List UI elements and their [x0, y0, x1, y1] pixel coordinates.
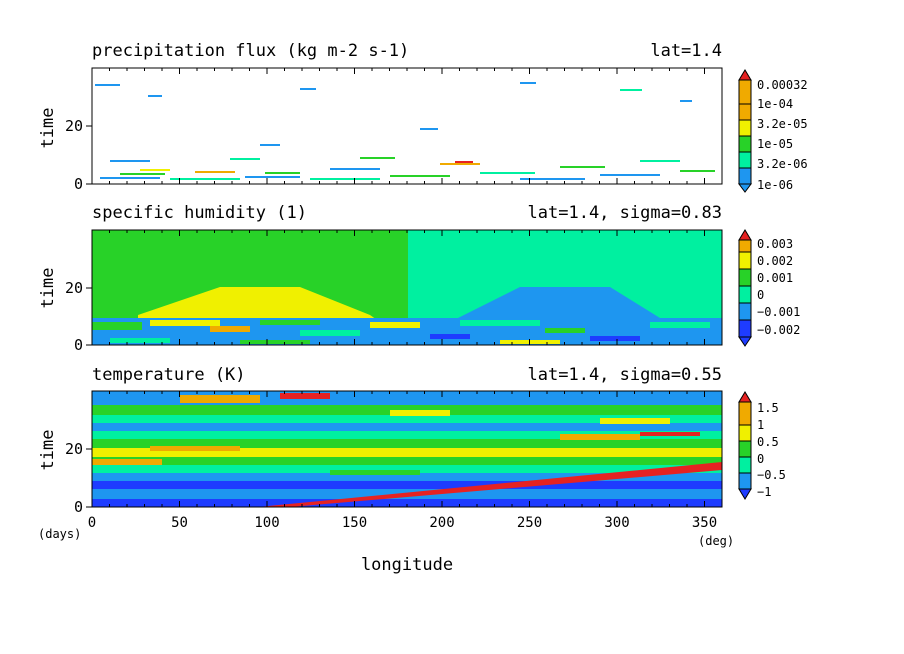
- panel-title: precipitation flux (kg m-2 s-1): [92, 41, 409, 61]
- colorbar-label: 0.003: [757, 237, 793, 251]
- colorbar-label: −0.001: [757, 305, 800, 319]
- colorbar-segment: [738, 302, 752, 321]
- colorbar-segment: [738, 285, 752, 304]
- y-axis-label: time: [38, 108, 58, 149]
- colorbar-segment: [738, 103, 752, 121]
- y-tick-label: 20: [65, 440, 83, 458]
- colorbar-end-low: [738, 488, 752, 500]
- colorbar-end-low: [738, 183, 752, 193]
- colorbar-segment: [738, 472, 752, 490]
- colorbar-label: 0: [757, 452, 764, 466]
- colorbar-segment: [738, 239, 752, 253]
- y-tick-label: 0: [74, 175, 83, 193]
- colorbar-label: 1e-05: [757, 137, 793, 151]
- panel-subtitle: lat=1.4, sigma=0.55: [528, 365, 722, 385]
- x-axis-label: longitude: [361, 555, 453, 575]
- x-unit-label: (deg): [698, 534, 734, 548]
- y-tick-label: 0: [74, 336, 83, 354]
- colorbar-segment: [738, 440, 752, 458]
- colorbar-segment: [738, 268, 752, 287]
- colorbar-label: 0.5: [757, 435, 779, 449]
- colorbar-end-high: [738, 229, 752, 241]
- humidity-field: [92, 230, 722, 345]
- panel-subtitle: lat=1.4: [650, 41, 722, 61]
- x-ticks: [91, 68, 723, 507]
- colorbar-segment: [738, 135, 752, 153]
- panel-title: specific humidity (1): [92, 203, 307, 223]
- colorbar-segment: [738, 251, 752, 270]
- colorbar-label: 1.5: [757, 401, 779, 415]
- x-tick-label: 150: [342, 515, 367, 531]
- x-tick-label: 200: [429, 515, 454, 531]
- colorbar-label: −0.002: [757, 323, 800, 337]
- colorbar-segment: [738, 424, 752, 442]
- temperature-field: [92, 391, 722, 507]
- colorbar-segment: [738, 319, 752, 338]
- y-tick-label: 0: [74, 498, 83, 516]
- colorbar-label: 3.2e-06: [757, 157, 808, 171]
- colorbar-segment: [738, 456, 752, 474]
- colorbar-label: −1: [757, 485, 771, 499]
- plot-background: [92, 68, 722, 184]
- x-tick-label: 0: [88, 515, 96, 531]
- colorbar-end-high: [738, 69, 752, 81]
- colorbar-segment: [738, 401, 752, 426]
- colorbar-label: 0.00032: [757, 78, 808, 92]
- y-axis-label: time: [38, 430, 58, 471]
- colorbar-end-low: [738, 336, 752, 347]
- colorbar-segment: [738, 167, 752, 185]
- colorbar: 1e-06 3.2e-06 1e-05 3.2e-05 1e-04 0.0003…: [738, 69, 808, 193]
- x-tick-label: 100: [254, 515, 279, 531]
- x-tick-label: 350: [692, 515, 717, 531]
- precip-field: [95, 82, 715, 180]
- x-tick-label: 300: [604, 515, 629, 531]
- colorbar-label: 0.002: [757, 254, 793, 268]
- colorbar-label: 1e-04: [757, 97, 793, 111]
- x-axis: 0 50 100 150 200 250 300 350 (days) (deg…: [38, 68, 734, 575]
- colorbar: −0.002 −0.001 0 0.001 0.002 0.003: [738, 229, 800, 347]
- colorbar-label: 1e-06: [757, 178, 793, 192]
- y-unit-label: (days): [38, 527, 81, 541]
- x-tick-label: 50: [171, 515, 188, 531]
- panel-specific-humidity: specific humidity (1) lat=1.4, sigma=0.8…: [38, 203, 800, 354]
- y-tick-label: 20: [65, 117, 83, 135]
- colorbar-segment: [738, 119, 752, 137]
- colorbar: −1 −0.5 0 0.5 1 1.5: [738, 391, 786, 500]
- colorbar-label: 3.2e-05: [757, 117, 808, 131]
- colorbar-label: 1: [757, 418, 764, 432]
- colorbar-end-high: [738, 391, 752, 403]
- y-axis-label: time: [38, 268, 58, 309]
- panel-title: temperature (K): [92, 365, 246, 385]
- colorbar-label: −0.5: [757, 468, 786, 482]
- colorbar-label: 0.001: [757, 271, 793, 285]
- colorbar-segment: [738, 151, 752, 169]
- y-tick-label: 20: [65, 279, 83, 297]
- colorbar-label: 0: [757, 288, 764, 302]
- panel-subtitle: lat=1.4, sigma=0.83: [528, 203, 722, 223]
- panel-temperature: temperature (K) lat=1.4, sigma=0.55 time: [38, 365, 786, 516]
- x-tick-label: 250: [517, 515, 542, 531]
- panel-precipitation: precipitation flux (kg m-2 s-1) lat=1.4 …: [38, 41, 808, 193]
- colorbar-segment: [738, 79, 752, 105]
